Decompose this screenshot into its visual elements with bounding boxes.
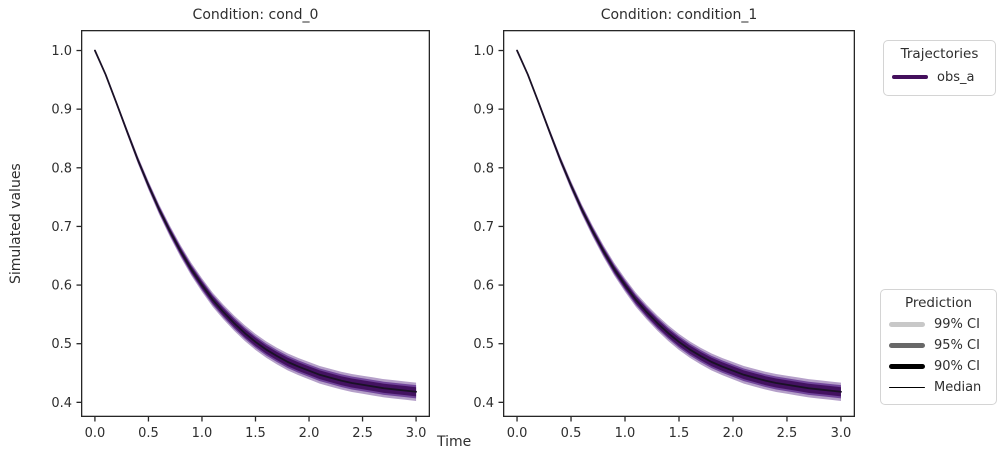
svg-text:0.0: 0.0 (85, 426, 106, 441)
svg-text:0.9: 0.9 (51, 103, 72, 118)
ci-99-line-swatch (889, 322, 925, 327)
svg-text:2.5: 2.5 (352, 426, 373, 441)
subplot-title-cond-0: Condition: cond_0 (192, 7, 319, 23)
svg-text:0.4: 0.4 (473, 396, 494, 411)
svg-text:1.0: 1.0 (615, 426, 636, 441)
svg-text:0.8: 0.8 (51, 161, 72, 176)
legend-entry-obs-a: obs_a (892, 65, 987, 89)
svg-text:0.6: 0.6 (51, 279, 72, 294)
legend-prediction-title: Prediction (904, 295, 973, 311)
svg-text:0.5: 0.5 (473, 337, 494, 352)
svg-text:0.7: 0.7 (51, 220, 72, 235)
subplot-title-condition-1: Condition: condition_1 (600, 7, 758, 23)
svg-text:0.5: 0.5 (138, 426, 159, 441)
svg-text:3.0: 3.0 (831, 426, 852, 441)
x-axis-label: Time (437, 434, 472, 450)
svg-text:0.5: 0.5 (561, 426, 582, 441)
svg-text:0.5: 0.5 (51, 337, 72, 352)
svg-text:2.0: 2.0 (299, 426, 320, 441)
legend-entry-95ci: 95% CI (889, 335, 988, 356)
ci-95-line-swatch (889, 343, 925, 348)
legend-label-95ci: 95% CI (934, 338, 980, 353)
svg-text:0.8: 0.8 (473, 161, 494, 176)
svg-text:1.5: 1.5 (669, 426, 690, 441)
legend-label-90ci: 90% CI (934, 359, 980, 374)
legend-label-median: Median (934, 380, 982, 395)
legend-label-99ci: 99% CI (934, 317, 980, 332)
legend-trajectories: Trajectories obs_a (883, 40, 996, 96)
svg-text:1.0: 1.0 (473, 44, 494, 59)
svg-text:1.5: 1.5 (245, 426, 266, 441)
svg-text:2.5: 2.5 (777, 426, 798, 441)
legend-label-obs-a: obs_a (937, 69, 975, 85)
y-axis-label: Simulated values (8, 163, 24, 284)
legend-prediction: Prediction 99% CI 95% CI 90% CI Median (880, 289, 997, 405)
svg-text:0.7: 0.7 (473, 220, 494, 235)
svg-text:1.0: 1.0 (192, 426, 213, 441)
svg-text:0.0: 0.0 (507, 426, 528, 441)
svg-text:0.4: 0.4 (51, 396, 72, 411)
svg-text:2.0: 2.0 (723, 426, 744, 441)
svg-text:3.0: 3.0 (406, 426, 427, 441)
median-line-swatch (889, 386, 925, 389)
legend-entry-median: Median (889, 377, 988, 398)
legend-entry-90ci: 90% CI (889, 356, 988, 377)
svg-text:0.6: 0.6 (473, 279, 494, 294)
axes-cond-0: 0.0 0.5 1.0 1.5 2.0 2.5 3.0 0.4 0.5 0.6 0.7 0.8 0.9 1… (51, 29, 431, 441)
obs-a-line-swatch (892, 74, 928, 80)
legend-entry-99ci: 99% CI (889, 314, 988, 335)
svg-text:0.9: 0.9 (473, 103, 494, 118)
legend-trajectories-title: Trajectories (900, 46, 979, 62)
ci-90-line-swatch (889, 364, 925, 369)
svg-text:1.0: 1.0 (51, 44, 72, 59)
axes-condition-1: 0.0 0.5 1.0 1.5 2.0 2.5 3.0 0.4 0.5 0.6 0.7 0.8 0.9 1… (473, 29, 856, 441)
